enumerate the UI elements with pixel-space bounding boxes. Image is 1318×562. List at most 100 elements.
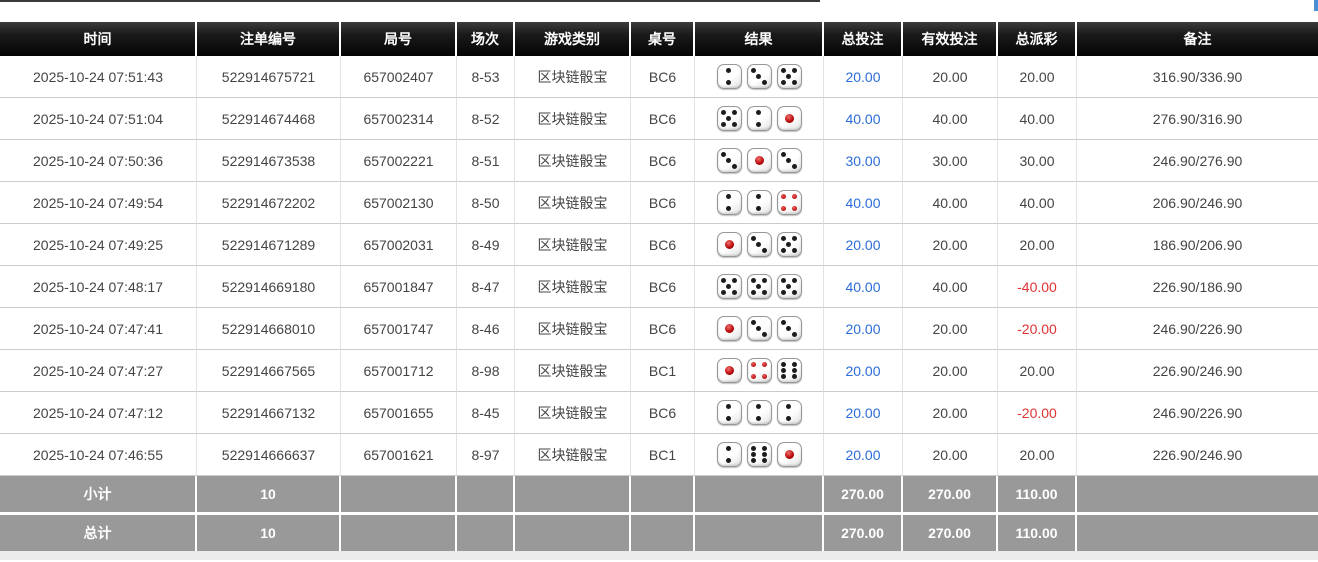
round-no-cell: 657001621 bbox=[341, 434, 457, 476]
remark-cell: 246.90/276.90 bbox=[1077, 140, 1318, 182]
total-bet-link[interactable]: 30.00 bbox=[845, 152, 881, 169]
die-pip bbox=[724, 366, 734, 375]
die-pip bbox=[780, 194, 786, 200]
column-header-2: 局号 bbox=[341, 22, 457, 56]
session-cell: 8-50 bbox=[457, 182, 515, 224]
table-row-2: 2025-10-24 07:50:36 522914673538 657002221… bbox=[0, 140, 1318, 182]
table-row-8: 2025-10-24 07:47:12 522914667132 657001655… bbox=[0, 392, 1318, 434]
remark-cell: 246.90/226.90 bbox=[1077, 308, 1318, 350]
table-no-cell: BC6 bbox=[631, 266, 695, 308]
die-5 bbox=[716, 274, 742, 299]
die-pip bbox=[756, 241, 762, 247]
subtotal-valid-bet: 270.00 bbox=[903, 476, 998, 512]
die-pip bbox=[750, 236, 756, 242]
die-pip bbox=[792, 205, 798, 211]
scrollbar-fragment[interactable] bbox=[1314, 0, 1318, 11]
die-5 bbox=[776, 274, 802, 299]
round-no-cell: 657001712 bbox=[341, 350, 457, 392]
time-cell: 2025-10-24 07:49:54 bbox=[0, 182, 197, 224]
total-bet-link[interactable]: 20.00 bbox=[845, 320, 881, 337]
die-pip bbox=[726, 205, 732, 211]
die-5 bbox=[716, 106, 742, 131]
total-bet-cell[interactable]: 40.00 bbox=[824, 266, 903, 308]
die-2 bbox=[716, 400, 742, 425]
die-5 bbox=[776, 64, 802, 89]
game-type-cell: 区块链骰宝 bbox=[515, 56, 631, 98]
total-bet-cell[interactable]: 20.00 bbox=[824, 434, 903, 476]
total-bet-link[interactable]: 20.00 bbox=[845, 68, 881, 85]
top-divider-line bbox=[0, 0, 820, 2]
payout-cell: 40.00 bbox=[998, 182, 1077, 224]
dice-result bbox=[695, 232, 823, 257]
die-pip bbox=[720, 152, 726, 158]
total-bet-link[interactable]: 20.00 bbox=[845, 404, 881, 421]
total-bet-link[interactable]: 20.00 bbox=[845, 446, 881, 463]
die-pip bbox=[762, 278, 768, 284]
die-pip bbox=[792, 367, 798, 373]
die-pip bbox=[792, 278, 798, 284]
total-bet-cell[interactable]: 40.00 bbox=[824, 182, 903, 224]
session-cell: 8-46 bbox=[457, 308, 515, 350]
column-header-9: 总派彩 bbox=[998, 22, 1077, 56]
die-2 bbox=[716, 190, 742, 215]
die-pip bbox=[762, 247, 768, 253]
column-header-5: 桌号 bbox=[631, 22, 695, 56]
total-bet-cell[interactable]: 20.00 bbox=[824, 308, 903, 350]
total-bet-cell[interactable]: 20.00 bbox=[824, 392, 903, 434]
die-2 bbox=[746, 400, 772, 425]
die-pip bbox=[784, 114, 794, 123]
die-pip bbox=[724, 240, 734, 249]
table-row-3: 2025-10-24 07:49:54 522914672202 657002130… bbox=[0, 182, 1318, 224]
dice-result-cell bbox=[695, 182, 824, 224]
die-pip bbox=[780, 205, 786, 211]
remark-cell: 316.90/336.90 bbox=[1077, 56, 1318, 98]
die-pip bbox=[786, 283, 792, 289]
die-4 bbox=[776, 190, 802, 215]
die-pip bbox=[792, 362, 798, 368]
die-pip bbox=[792, 79, 798, 85]
game-type-cell: 区块链骰宝 bbox=[515, 224, 631, 266]
time-cell: 2025-10-24 07:47:41 bbox=[0, 308, 197, 350]
die-pip bbox=[762, 289, 768, 295]
time-cell: 2025-10-24 07:47:27 bbox=[0, 350, 197, 392]
dice-result bbox=[695, 442, 823, 467]
total-bet-link[interactable]: 40.00 bbox=[845, 278, 881, 295]
remark-cell: 186.90/206.90 bbox=[1077, 224, 1318, 266]
total-bet-link[interactable]: 40.00 bbox=[845, 194, 881, 211]
total-bet-cell[interactable]: 20.00 bbox=[824, 350, 903, 392]
total-bet-link[interactable]: 20.00 bbox=[845, 236, 881, 253]
dice-result bbox=[695, 190, 823, 215]
die-4 bbox=[746, 358, 772, 383]
die-pip bbox=[762, 79, 768, 85]
payout-cell: -20.00 bbox=[998, 392, 1077, 434]
die-pip bbox=[780, 68, 786, 74]
subtotal-payout: 110.00 bbox=[998, 476, 1077, 512]
time-cell: 2025-10-24 07:50:36 bbox=[0, 140, 197, 182]
total-bet-link[interactable]: 40.00 bbox=[845, 110, 881, 127]
die-pip bbox=[732, 110, 738, 116]
die-2 bbox=[746, 190, 772, 215]
game-type-cell: 区块链骰宝 bbox=[515, 98, 631, 140]
total-bet-cell[interactable]: 30.00 bbox=[824, 140, 903, 182]
total-bet-cell[interactable]: 40.00 bbox=[824, 98, 903, 140]
session-cell: 8-47 bbox=[457, 266, 515, 308]
dice-result bbox=[695, 64, 823, 89]
time-cell: 2025-10-24 07:48:17 bbox=[0, 266, 197, 308]
payout-cell: 20.00 bbox=[998, 350, 1077, 392]
table-row-7: 2025-10-24 07:47:27 522914667565 657001712… bbox=[0, 350, 1318, 392]
die-pip bbox=[756, 194, 762, 200]
die-pip bbox=[756, 121, 762, 127]
valid-bet-cell: 40.00 bbox=[903, 182, 998, 224]
order-no-cell: 522914675721 bbox=[197, 56, 341, 98]
die-pip bbox=[780, 152, 786, 158]
total-bet-cell[interactable]: 20.00 bbox=[824, 56, 903, 98]
dice-result-cell bbox=[695, 308, 824, 350]
total-bet-link[interactable]: 20.00 bbox=[845, 362, 881, 379]
order-no-cell: 522914672202 bbox=[197, 182, 341, 224]
bet-records-table: 时间 注单编号 局号 场次 游戏类别 桌号 结果 总投注 有效投注 总派彩 备注 2025-10-2… bbox=[0, 22, 1318, 551]
column-header-8: 有效投注 bbox=[903, 22, 998, 56]
table-row-4: 2025-10-24 07:49:25 522914671289 657002031… bbox=[0, 224, 1318, 266]
die-pip bbox=[792, 163, 798, 169]
dice-result bbox=[695, 274, 823, 299]
total-bet-cell[interactable]: 20.00 bbox=[824, 224, 903, 266]
